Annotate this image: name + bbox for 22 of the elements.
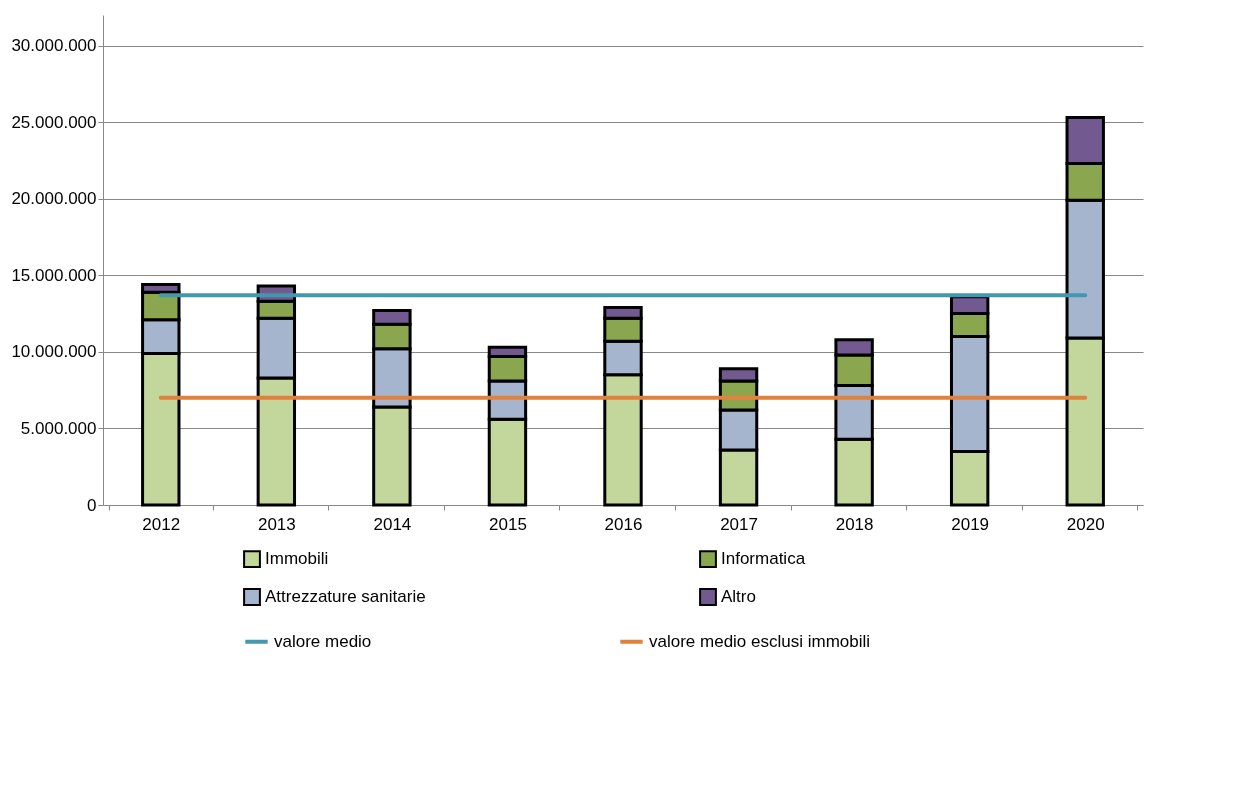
x-tick-label: 2019 — [951, 514, 990, 534]
y-tick-label: 20.000.000 — [11, 189, 97, 209]
y-tick-label: 30.000.000 — [11, 36, 97, 56]
legend-label: valore medio esclusi immobili — [649, 631, 871, 651]
x-tick-label: 2015 — [489, 514, 527, 534]
y-tick-label: 0 — [87, 495, 97, 515]
legend-label: Attrezzature sanitarie — [265, 587, 426, 606]
y-tick-label: 15.000.000 — [11, 265, 97, 285]
y-tick-label: 25.000.000 — [11, 112, 97, 132]
x-tick-label: 2016 — [604, 514, 643, 534]
legend-label: Informatica — [721, 549, 806, 569]
x-tick-label: 2020 — [1066, 514, 1105, 534]
x-tick-label: 2017 — [720, 514, 758, 534]
y-tick-label: 10.000.000 — [11, 342, 97, 362]
x-tick-label: 2012 — [142, 514, 181, 534]
legend-label: valore medio — [274, 631, 372, 651]
x-tick-label: 2013 — [257, 514, 296, 534]
legend-label: Immobili — [265, 549, 329, 569]
y-tick-label: 5.000.000 — [20, 418, 97, 438]
legend-label: Altro — [721, 587, 756, 606]
x-tick-label: 2018 — [835, 514, 874, 534]
x-tick-label: 2014 — [373, 514, 412, 534]
